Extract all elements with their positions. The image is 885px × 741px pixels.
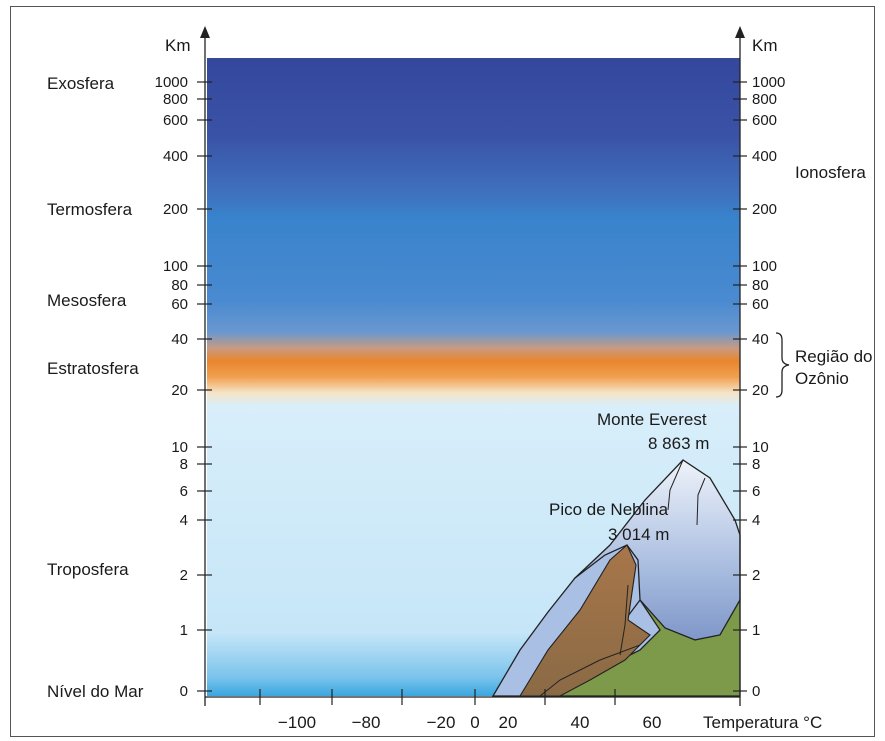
right-tick-label: 1000 bbox=[752, 74, 785, 91]
neblina-mountain bbox=[491, 544, 661, 697]
x-tick-label: −100 bbox=[278, 713, 316, 732]
left-tick-label: 800 bbox=[163, 91, 188, 108]
right-tick-label: 0 bbox=[752, 683, 760, 700]
left-tick-label: 400 bbox=[163, 148, 188, 165]
everest-name: Monte Everest bbox=[597, 410, 707, 429]
left-tick-label: 80 bbox=[171, 277, 188, 294]
left-tick-marks bbox=[197, 81, 212, 692]
left-tick-label: 20 bbox=[171, 382, 188, 399]
right-tick-label: 40 bbox=[752, 331, 769, 348]
right-tick-label: 400 bbox=[752, 148, 777, 165]
x-tick-labels: −100 −80 −20 0 20 40 60 bbox=[278, 713, 662, 732]
x-tick-label: −80 bbox=[352, 713, 381, 732]
left-tick-label: 60 bbox=[171, 296, 188, 313]
neblina-name: Pico de Neblina bbox=[549, 500, 669, 519]
right-tick-label: 100 bbox=[752, 258, 777, 275]
left-tick-label: 0 bbox=[180, 683, 188, 700]
x-tick-label: −20 bbox=[427, 713, 456, 732]
left-tick-label: 600 bbox=[163, 112, 188, 129]
right-axis-arrow-icon bbox=[735, 26, 745, 38]
left-unit-label: Km bbox=[165, 36, 191, 55]
left-axis-arrow-icon bbox=[200, 26, 210, 38]
left-tick-label: 1000 bbox=[155, 74, 188, 91]
x-tick-label: 0 bbox=[470, 713, 479, 732]
layer-termosfera: Termosfera bbox=[47, 200, 133, 219]
right-tick-label: 80 bbox=[752, 277, 769, 294]
right-tick-label: 1 bbox=[752, 622, 760, 639]
right-tick-label: 800 bbox=[752, 91, 777, 108]
left-tick-label: 6 bbox=[180, 483, 188, 500]
label-ionosfera: Ionosfera bbox=[795, 163, 866, 182]
everest-height: 8 863 m bbox=[648, 434, 709, 453]
layer-troposfera: Troposfera bbox=[47, 560, 129, 579]
layer-nivel-mar: Nível do Mar bbox=[47, 682, 144, 701]
ozone-brace-icon bbox=[775, 332, 790, 398]
x-axis-label: Temperatura °C bbox=[703, 713, 822, 732]
x-tick-label: 20 bbox=[499, 713, 518, 732]
left-tick-label: 10 bbox=[171, 439, 188, 456]
neblina-height: 3 014 m bbox=[608, 525, 669, 544]
left-tick-label: 8 bbox=[180, 456, 188, 473]
layer-estratosfera: Estratosfera bbox=[47, 359, 139, 378]
right-tick-label: 600 bbox=[752, 112, 777, 129]
right-tick-label: 60 bbox=[752, 296, 769, 313]
label-ozonio-line1: Região do bbox=[795, 347, 873, 366]
x-tick-label: 40 bbox=[571, 713, 590, 732]
right-tick-marks bbox=[733, 81, 747, 692]
right-tick-label: 200 bbox=[752, 201, 777, 218]
layer-exosfera: Exosfera bbox=[47, 74, 115, 93]
left-tick-label: 200 bbox=[163, 201, 188, 218]
right-tick-label: 10 bbox=[752, 439, 769, 456]
right-tick-label: 8 bbox=[752, 456, 760, 473]
layer-mesosfera: Mesosfera bbox=[47, 291, 127, 310]
right-tick-label: 2 bbox=[752, 567, 760, 584]
x-tick-marks bbox=[259, 689, 616, 705]
left-tick-label: 4 bbox=[180, 512, 188, 529]
right-tick-label: 4 bbox=[752, 512, 760, 529]
left-tick-label: 40 bbox=[171, 331, 188, 348]
left-tick-label: 1 bbox=[180, 622, 188, 639]
x-tick-label: 60 bbox=[643, 713, 662, 732]
right-tick-label: 6 bbox=[752, 483, 760, 500]
right-unit-label: Km bbox=[752, 36, 778, 55]
right-tick-label: 20 bbox=[752, 382, 769, 399]
left-tick-label: 2 bbox=[180, 567, 188, 584]
label-ozonio-line2: Ozônio bbox=[795, 369, 849, 388]
left-tick-label: 100 bbox=[163, 258, 188, 275]
